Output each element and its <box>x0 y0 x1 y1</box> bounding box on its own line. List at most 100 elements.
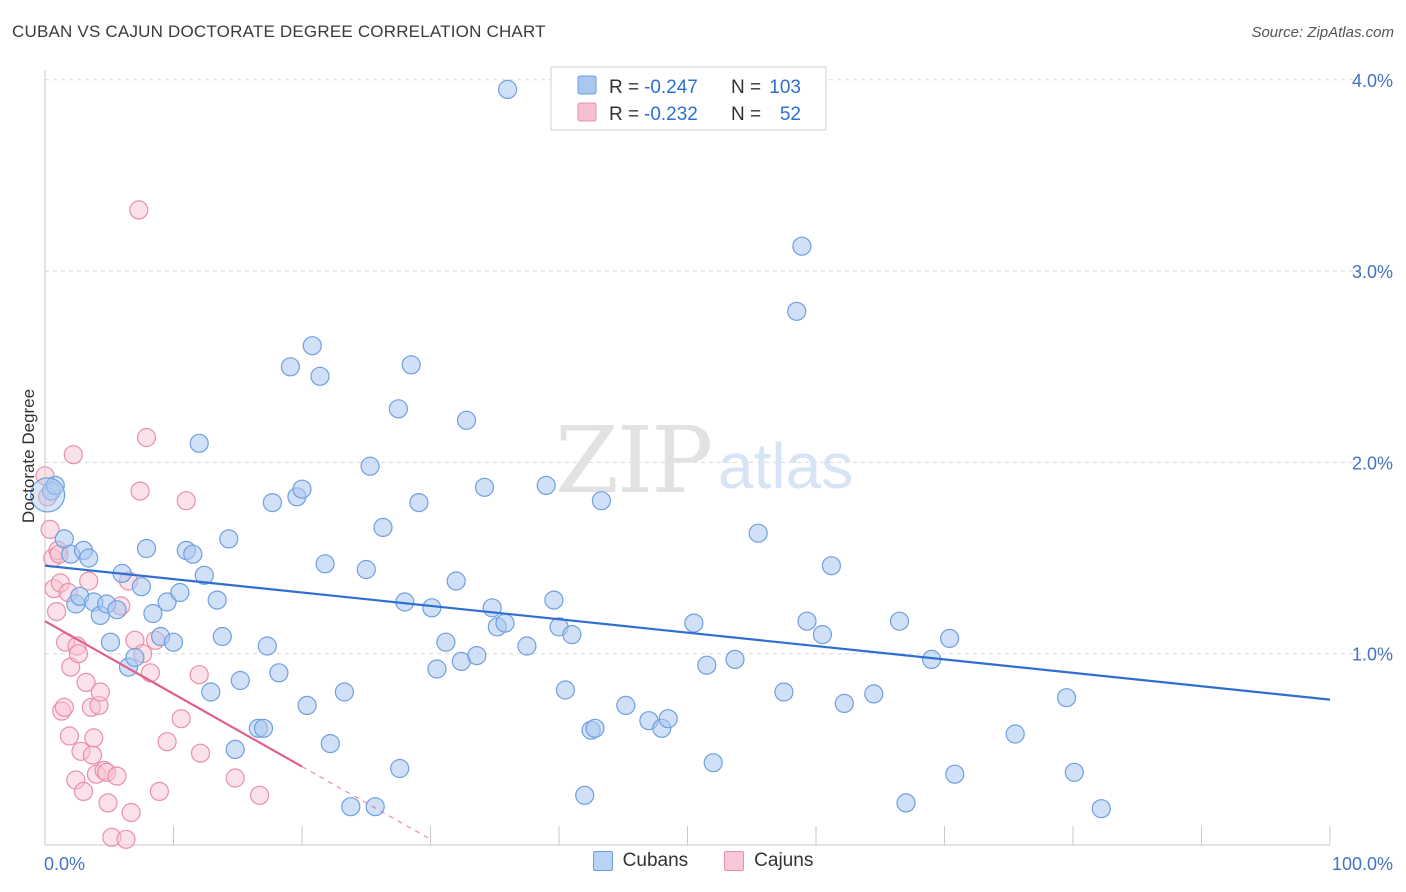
cajuns-point-39 <box>129 200 149 220</box>
cubans-point-90 <box>792 236 812 256</box>
cajuns-point-49 <box>189 665 209 685</box>
cajuns-point-31 <box>98 793 118 813</box>
cajuns-point-48 <box>176 491 196 511</box>
cajuns-point-33 <box>107 766 127 786</box>
x-tick-label-0: 0.0% <box>44 854 85 874</box>
cubans-point-77 <box>585 718 605 738</box>
legend-r-value-cajuns: -0.232 <box>644 104 698 125</box>
cubans-point-7 <box>79 548 99 568</box>
cubans-point-65 <box>482 598 502 618</box>
bottom-legend: Cubans Cajuns <box>0 850 1406 872</box>
legend-n-label-cajuns: N = <box>731 104 761 125</box>
cajuns-point-5 <box>46 601 67 622</box>
cubans-point-42 <box>302 336 322 356</box>
x-tick-label-1: 100.0% <box>1332 854 1393 874</box>
cubans-point-69 <box>517 636 537 656</box>
cubans-point-52 <box>388 399 408 419</box>
cubans-point-74 <box>562 624 582 645</box>
cajuns-point-13 <box>59 726 80 746</box>
cubans-point-17 <box>136 538 157 559</box>
legend-swatch-cubans <box>577 75 597 95</box>
cubans-point-51 <box>373 517 393 538</box>
cubans-point-44 <box>315 554 335 574</box>
data-points <box>29 79 1111 849</box>
cubans-point-24 <box>183 544 203 564</box>
cubans-point-32 <box>230 670 250 691</box>
cubans-point-82 <box>658 709 678 729</box>
cubans-point-35 <box>257 636 277 656</box>
legend-r-label-cajuns: R = <box>609 104 639 125</box>
cubans-point-95 <box>864 684 884 704</box>
cubans-point-57 <box>422 598 442 618</box>
cajuns-point-20 <box>73 781 94 802</box>
legend-r-label-cubans: R = <box>609 77 639 98</box>
cubans-point-45 <box>320 733 340 754</box>
cubans-point-59 <box>436 632 456 652</box>
cubans-point-60 <box>446 571 466 591</box>
cubans-point-100 <box>945 764 965 784</box>
cubans-point-29 <box>212 626 232 647</box>
cubans-point-16 <box>131 577 151 597</box>
cubans-point-88 <box>774 682 794 702</box>
cubans-point-89 <box>787 301 807 321</box>
cajuns-point-15 <box>63 445 83 465</box>
cajuns-point-28 <box>90 682 110 702</box>
cubans-point-20 <box>157 592 177 612</box>
cubans-point-47 <box>341 797 361 817</box>
cubans-point-79 <box>616 695 636 716</box>
trend-lines <box>44 564 1331 840</box>
cajuns-point-18 <box>68 644 89 664</box>
cajuns-point-24 <box>82 745 103 765</box>
cajuns-point-37 <box>121 802 141 823</box>
cubans-point-78 <box>591 491 612 511</box>
cubans-point-62 <box>456 410 477 430</box>
cubans-point-50 <box>365 797 385 817</box>
axes <box>44 70 1331 846</box>
cubans-point-18 <box>143 603 163 624</box>
cubans-point-30 <box>219 529 239 549</box>
legend-n-value-cubans: 103 <box>769 77 801 98</box>
cubans-point-56 <box>409 493 429 513</box>
cubans-trend-line <box>44 564 1331 701</box>
cubans-point-63 <box>467 645 487 666</box>
cubans-point-1 <box>45 475 65 495</box>
cubans-point-64 <box>474 477 495 497</box>
bottom-legend-label-cubans: Cubans <box>622 850 689 871</box>
cubans-point-12 <box>107 600 127 620</box>
y-tick-label-0: 1.0% <box>1352 645 1393 665</box>
cubans-point-37 <box>269 663 289 683</box>
cubans-point-97 <box>896 793 916 813</box>
y-axis-label: Doctorate Degree <box>19 389 38 523</box>
cubans-point-21 <box>163 632 184 652</box>
legend: R = -0.247 N = 103 R = -0.232 N = 52 <box>550 66 827 131</box>
cajuns-point-52 <box>250 785 270 805</box>
legend-n-value-cajuns: 52 <box>780 104 801 125</box>
bottom-legend-item-cubans: Cubans <box>592 850 689 872</box>
cubans-point-38 <box>280 357 300 377</box>
cajuns-point-43 <box>140 663 160 683</box>
cubans-point-58 <box>427 659 447 679</box>
cajuns-point-40 <box>130 481 150 501</box>
bottom-legend-label-cajuns: Cajuns <box>754 850 814 871</box>
cajuns-point-21 <box>76 672 96 693</box>
cubans-point-15 <box>125 647 145 668</box>
cajuns-point-45 <box>149 781 169 802</box>
y-tick-label-3: 4.0% <box>1352 71 1393 91</box>
cajuns-point-22 <box>79 571 99 591</box>
cubans-point-25 <box>189 433 209 453</box>
cubans-point-86 <box>725 649 745 670</box>
cubans-point-75 <box>575 785 595 805</box>
cajuns-point-51 <box>225 768 245 788</box>
cubans-point-96 <box>889 611 910 631</box>
cubans-point-46 <box>334 682 354 702</box>
cajuns-trend-extension <box>301 766 431 840</box>
cajuns-point-25 <box>84 728 104 748</box>
legend-n-label-cubans: N = <box>731 77 761 98</box>
grid <box>45 79 1365 655</box>
cajuns-point-2 <box>40 519 60 540</box>
cubans-point-104 <box>1091 799 1111 819</box>
cubans-point-103 <box>1064 762 1084 782</box>
cubans-point-101 <box>1005 724 1025 744</box>
cubans-point-99 <box>939 628 960 649</box>
